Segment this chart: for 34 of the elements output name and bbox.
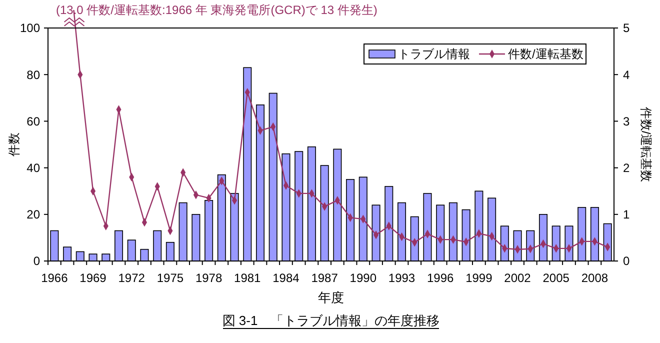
y2-tick-label: 5 [623, 21, 630, 36]
y-tick-label: 80 [26, 68, 40, 82]
y2-tick-label: 3 [623, 114, 630, 128]
x-tick-label: 1999 [466, 271, 493, 285]
x-tick-label: 2002 [504, 271, 532, 285]
x-tick-label: 1975 [156, 271, 184, 285]
y2-tick-label: 4 [623, 68, 630, 82]
x-tick-label: 1978 [195, 271, 222, 285]
x-tick-label: 1987 [311, 271, 338, 285]
legend-label: トラブル情報 [398, 47, 470, 62]
x-axis-title: 年度 [318, 290, 344, 305]
x-tick-label: 1996 [426, 271, 454, 285]
y-axis-title: 件数 [7, 132, 21, 156]
x-tick-label: 1993 [388, 271, 416, 285]
y-tick-label: 60 [26, 114, 40, 128]
y-tick-label: 40 [26, 161, 40, 175]
y2-tick-label: 2 [623, 161, 630, 175]
y-tick-label: 20 [26, 208, 40, 222]
y-tick-label: 100 [20, 21, 40, 36]
text: (13.0 件数/運転基数:1966 年 東海発電所(GCR)で 13 件発生) [56, 3, 378, 17]
x-tick-label: 1966 [41, 271, 68, 285]
x-tick-label: 1990 [350, 271, 377, 285]
x-tick-label: 1984 [272, 271, 300, 285]
y2-tick-label: 0 [623, 254, 630, 268]
x-tick-label: 1969 [80, 271, 107, 285]
x-tick-label: 2008 [581, 271, 608, 285]
x-tick-label: 1981 [234, 271, 262, 285]
x-tick-label: 1972 [118, 271, 146, 285]
y2-tick-label: 1 [623, 208, 630, 222]
x-tick-label: 2005 [542, 271, 570, 285]
legend-label: 件数/運転基数 [508, 47, 584, 62]
y-tick-label: 0 [33, 254, 40, 268]
y2-axis-title: 件数/運転基数 [639, 106, 653, 182]
text: 図 3-1 「トラブル情報」の年度推移 [222, 313, 440, 328]
